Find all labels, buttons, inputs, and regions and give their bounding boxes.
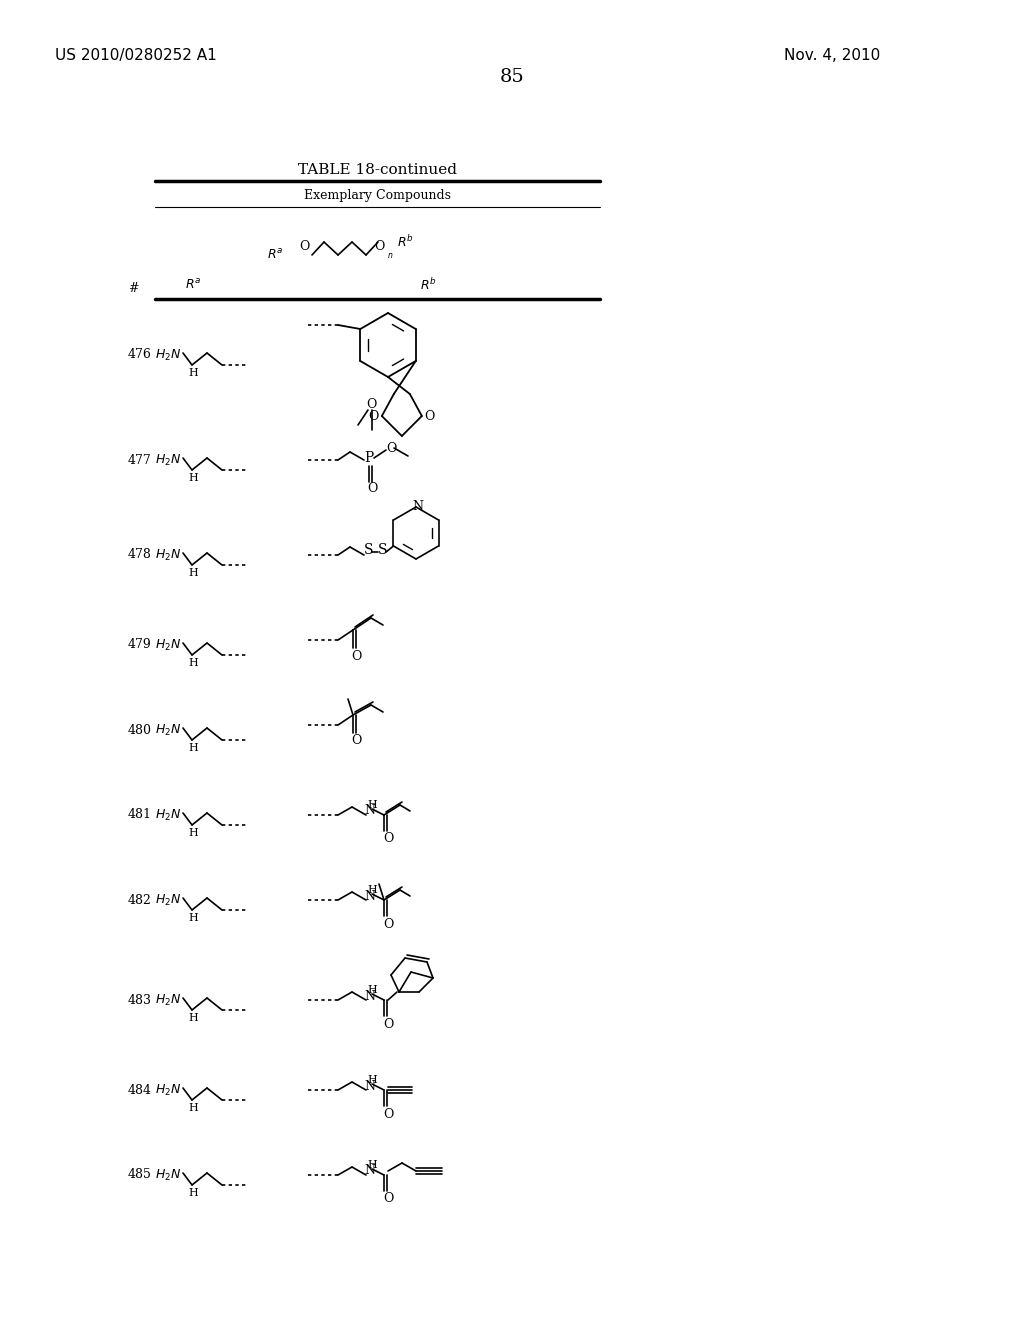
Text: O: O (383, 917, 393, 931)
Text: $H_2N$: $H_2N$ (155, 453, 181, 467)
Text: 482: 482 (128, 894, 152, 907)
Text: H: H (188, 1012, 198, 1023)
Text: N: N (412, 500, 423, 513)
Text: TABLE 18-continued: TABLE 18-continued (298, 162, 457, 177)
Text: 480: 480 (128, 723, 152, 737)
Text: N: N (364, 1164, 375, 1177)
Text: US 2010/0280252 A1: US 2010/0280252 A1 (55, 48, 217, 63)
Text: H: H (367, 985, 377, 995)
Text: O: O (351, 649, 361, 663)
Text: 477: 477 (128, 454, 152, 466)
Text: 483: 483 (128, 994, 152, 1006)
Text: H: H (188, 828, 198, 838)
Text: $H_2N$: $H_2N$ (155, 347, 181, 363)
Text: P: P (364, 451, 374, 465)
Text: 484: 484 (128, 1084, 152, 1097)
Text: H: H (188, 743, 198, 752)
Text: Nov. 4, 2010: Nov. 4, 2010 (783, 48, 880, 63)
Text: $R^a$: $R^a$ (267, 248, 284, 261)
Text: O: O (383, 1018, 393, 1031)
Text: H: H (367, 800, 377, 810)
Text: H: H (188, 913, 198, 923)
Text: H: H (188, 657, 198, 668)
Text: $R^a$: $R^a$ (185, 279, 202, 292)
Text: O: O (299, 239, 309, 252)
Text: O: O (383, 833, 393, 846)
Text: N: N (364, 890, 375, 903)
Text: $H_2N$: $H_2N$ (155, 892, 181, 908)
Text: S: S (378, 543, 387, 557)
Text: $R^b$: $R^b$ (397, 234, 414, 249)
Text: 476: 476 (128, 348, 152, 362)
Text: N: N (364, 1080, 375, 1093)
Text: 478: 478 (128, 549, 152, 561)
Text: H: H (188, 1104, 198, 1113)
Text: N: N (364, 804, 375, 817)
Text: $R^b$: $R^b$ (420, 277, 436, 293)
Text: Exemplary Compounds: Exemplary Compounds (303, 190, 451, 202)
Text: O: O (366, 399, 377, 412)
Text: H: H (188, 568, 198, 578)
Text: O: O (368, 409, 378, 422)
Text: $H_2N$: $H_2N$ (155, 548, 181, 562)
Text: O: O (424, 409, 434, 422)
Text: H: H (367, 1160, 377, 1170)
Text: 85: 85 (500, 69, 524, 86)
Text: H: H (188, 473, 198, 483)
Text: O: O (367, 482, 378, 495)
Text: H: H (188, 368, 198, 378)
Text: $H_2N$: $H_2N$ (155, 1167, 181, 1183)
Text: 485: 485 (128, 1168, 152, 1181)
Text: 479: 479 (128, 639, 152, 652)
Text: O: O (383, 1107, 393, 1121)
Text: 481: 481 (128, 808, 152, 821)
Text: $H_2N$: $H_2N$ (155, 1082, 181, 1097)
Text: H: H (188, 1188, 198, 1199)
Text: N: N (364, 990, 375, 1002)
Text: #: # (128, 281, 138, 294)
Text: $H_2N$: $H_2N$ (155, 808, 181, 822)
Text: $H_2N$: $H_2N$ (155, 638, 181, 652)
Text: O: O (374, 239, 384, 252)
Text: O: O (386, 441, 396, 454)
Text: S: S (364, 543, 374, 557)
Text: H: H (367, 884, 377, 895)
Text: O: O (351, 734, 361, 747)
Text: $H_2N$: $H_2N$ (155, 993, 181, 1007)
Text: O: O (383, 1192, 393, 1205)
Text: $_n$: $_n$ (387, 251, 393, 261)
Text: H: H (367, 1074, 377, 1085)
Text: $H_2N$: $H_2N$ (155, 722, 181, 738)
